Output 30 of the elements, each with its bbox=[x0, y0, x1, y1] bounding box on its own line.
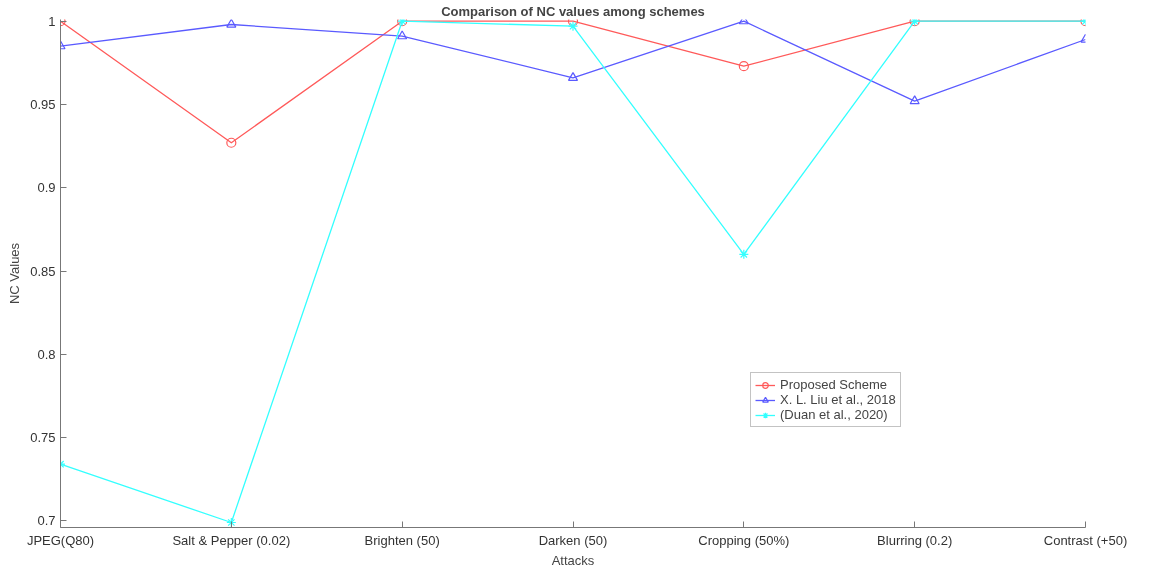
x-tick-label: Cropping (50%) bbox=[698, 532, 790, 548]
point bbox=[909, 95, 920, 105]
legend-label: (Duan et al., 2020) bbox=[780, 407, 888, 422]
legend-label: X. L. Liu et al., 2018 bbox=[780, 392, 896, 407]
x-tick-label: Blurring (0.2) bbox=[877, 532, 953, 548]
y-tick-label: 0.8 bbox=[37, 346, 56, 362]
point bbox=[738, 249, 749, 260]
x-tick-label: Brighten (50) bbox=[364, 532, 440, 548]
y-tick-label: 0.95 bbox=[30, 96, 56, 112]
y-tick-label: 0.9 bbox=[37, 180, 56, 196]
y-tick-label: 0.85 bbox=[30, 263, 56, 279]
x-tick-label: JPEG(Q80) bbox=[26, 532, 95, 548]
y-axis-title: NC Values bbox=[7, 242, 23, 305]
point bbox=[226, 517, 237, 528]
point bbox=[567, 21, 579, 32]
point bbox=[226, 137, 237, 148]
y-tick-label: 1 bbox=[48, 13, 56, 29]
x-axis-title: Attacks bbox=[551, 552, 595, 568]
legend-label: Proposed Scheme bbox=[780, 377, 887, 392]
line-series bbox=[60, 19, 1086, 105]
y-tick-label: 0.75 bbox=[30, 430, 56, 446]
x-tick-label: Salt & Pepper (0.02) bbox=[172, 532, 291, 548]
x-tick-label: Darken (50) bbox=[538, 532, 608, 548]
x-tick-label: Contrast (+50) bbox=[1043, 532, 1128, 548]
point bbox=[738, 61, 749, 72]
point bbox=[397, 30, 408, 40]
point bbox=[226, 19, 237, 28]
y-tick-label: 0.7 bbox=[37, 513, 56, 529]
point bbox=[567, 72, 579, 81]
chart-title: Comparison of NC values among schemes bbox=[441, 3, 705, 19]
